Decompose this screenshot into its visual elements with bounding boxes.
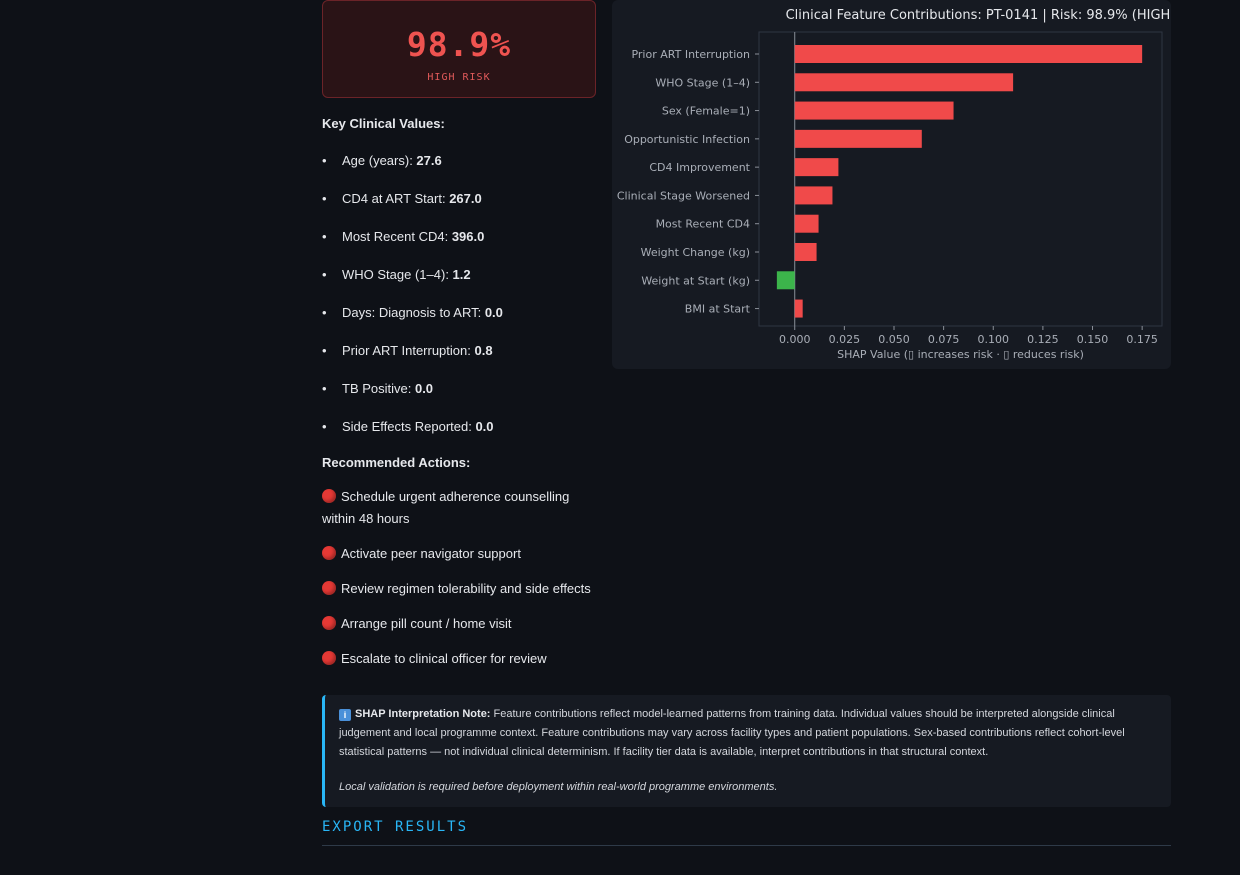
x-tick-label: 0.025: [829, 333, 861, 346]
actions-list: Schedule urgent adherence counselling wi…: [322, 486, 602, 683]
x-tick-label: 0.125: [1027, 333, 1059, 346]
y-tick-label: Weight at Start (kg): [641, 274, 750, 287]
key-values-list: Age (years): 27.6CD4 at ART Start: 267.0…: [322, 150, 602, 454]
y-tick-label: Weight Change (kg): [641, 246, 750, 259]
bar: [794, 101, 954, 120]
y-tick-label: Sex (Female=1): [662, 105, 750, 118]
action-text: Schedule urgent adherence counselling wi…: [322, 489, 570, 526]
actions-heading: Recommended Actions:: [322, 455, 471, 470]
note-title: SHAP Interpretation Note:: [355, 708, 491, 720]
chart-title: Clinical Feature Contributions: PT-0141 …: [786, 8, 1171, 23]
note-footer: Local validation is required before depl…: [339, 781, 778, 793]
key-value-label: Age (years):: [342, 153, 417, 168]
key-value-label: Prior ART Interruption:: [342, 343, 475, 358]
key-value-label: Side Effects Reported:: [342, 419, 476, 434]
bar: [776, 271, 795, 290]
key-value-item: Prior ART Interruption: 0.8: [322, 340, 602, 378]
shap-chart-panel: Clinical Feature Contributions: PT-0141 …: [612, 0, 1176, 369]
key-value-number: 0.8: [474, 343, 493, 358]
risk-score-card: 98.9% HIGH RISK: [322, 0, 596, 98]
action-text: Activate peer navigator support: [341, 546, 521, 561]
red-circle-icon: [322, 581, 336, 595]
risk-score-value: 98.9%: [406, 25, 512, 64]
risk-level-label: HIGH RISK: [427, 72, 491, 83]
key-value-number: 0.0: [484, 305, 503, 320]
key-value-item: WHO Stage (1–4): 1.2: [322, 264, 602, 302]
action-text: Review regimen tolerability and side eff…: [341, 581, 591, 596]
shap-chart: Clinical Feature Contributions: PT-0141 …: [617, 8, 1176, 361]
action-item: Arrange pill count / home visit: [322, 613, 602, 635]
key-value-item: Most Recent CD4: 396.0: [322, 226, 602, 264]
action-item: Schedule urgent adherence counselling wi…: [322, 486, 602, 530]
bar: [794, 299, 803, 318]
action-text: Escalate to clinical officer for review: [341, 651, 547, 666]
shap-note: i SHAP Interpretation Note: Feature contr…: [322, 695, 1171, 807]
y-tick-label: Opportunistic Infection: [624, 133, 750, 146]
info-icon: i: [339, 709, 351, 721]
key-values-heading: Key Clinical Values:: [322, 116, 445, 131]
y-tick-label: CD4 Improvement: [649, 161, 750, 174]
key-value-number: 27.6: [416, 153, 442, 168]
y-tick-label: BMI at Start: [685, 303, 751, 316]
bar: [794, 214, 819, 233]
x-tick-label: 0.150: [1077, 333, 1109, 346]
key-value-number: 396.0: [451, 229, 485, 244]
key-value-item: TB Positive: 0.0: [322, 378, 602, 416]
bar: [794, 73, 1014, 92]
y-tick-label: WHO Stage (1–4): [655, 76, 750, 89]
bar: [794, 158, 839, 177]
key-value-number: 267.0: [449, 191, 482, 206]
y-tick-label: Most Recent CD4: [656, 218, 750, 231]
key-value-label: CD4 at ART Start:: [342, 191, 450, 206]
key-value-number: 0.0: [414, 381, 434, 396]
key-value-number: 1.2: [452, 267, 471, 282]
action-item: Escalate to clinical officer for review: [322, 648, 602, 670]
red-circle-icon: [322, 616, 336, 630]
x-tick-label: 0.050: [878, 333, 910, 346]
key-value-label: TB Positive:: [342, 381, 415, 396]
key-value-label: Days: Diagnosis to ART:: [342, 305, 485, 320]
red-circle-icon: [322, 651, 336, 665]
key-value-label: WHO Stage (1–4):: [342, 267, 453, 282]
bar: [794, 186, 833, 205]
note-body: Feature contributions reflect model-lear…: [339, 708, 1125, 758]
key-value-label: Most Recent CD4:: [342, 229, 452, 244]
key-value-item: Days: Diagnosis to ART: 0.0: [322, 302, 602, 340]
red-circle-icon: [322, 489, 336, 503]
key-value-number: 0.0: [475, 419, 494, 434]
x-axis-label: SHAP Value (▯ increases risk · ▯ reduces…: [837, 348, 1084, 361]
action-text: Arrange pill count / home visit: [341, 616, 512, 631]
y-tick-label: Prior ART Interruption: [631, 48, 750, 61]
red-circle-icon: [322, 546, 336, 560]
action-item: Review regimen tolerability and side eff…: [322, 578, 602, 600]
export-heading: EXPORT RESULTS: [322, 819, 1171, 846]
x-tick-label: 0.100: [978, 333, 1010, 346]
bar: [794, 242, 817, 261]
plot-frame: [758, 31, 1163, 327]
x-tick-label: 0.075: [928, 333, 960, 346]
action-item: Activate peer navigator support: [322, 543, 602, 565]
key-value-item: CD4 at ART Start: 267.0: [322, 188, 602, 226]
bar: [794, 45, 1143, 63]
x-tick-label: 0.000: [779, 333, 811, 346]
key-value-item: Age (years): 27.6: [322, 150, 602, 188]
key-value-item: Side Effects Reported: 0.0: [322, 416, 602, 454]
y-tick-label: Clinical Stage Worsened: [617, 189, 750, 202]
x-tick-label: 0.175: [1126, 333, 1158, 346]
bar: [794, 129, 922, 148]
